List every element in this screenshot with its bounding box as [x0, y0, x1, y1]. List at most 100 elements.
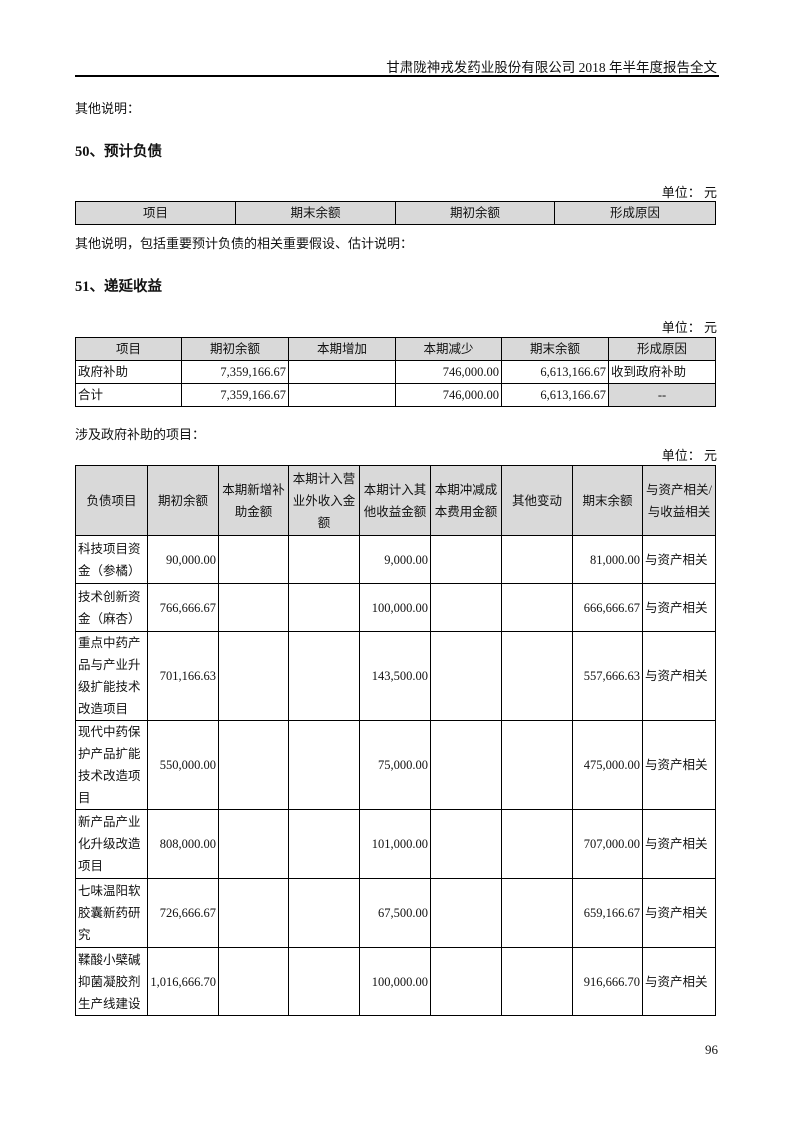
table-cell: 与资产相关 [642, 947, 716, 1016]
column-header: 本期增加 [288, 337, 396, 361]
column-header: 期末余额 [572, 465, 643, 536]
table-cell: 75,000.00 [359, 720, 431, 810]
table-cell [501, 947, 573, 1016]
grants-note: 涉及政府补助的项目： [75, 427, 206, 442]
table-cell: 与资产相关 [642, 720, 716, 810]
table-cell: 与资产相关 [642, 631, 716, 721]
table-cell: 1,016,666.70 [147, 947, 219, 1016]
table-row: 重点中药产品与产业升级扩能技术改造项目 701,166.63 143,500.00 5… [75, 631, 716, 721]
table-cell [288, 809, 360, 879]
header-divider [75, 75, 719, 77]
column-header: 本期冲减成本费用金额 [430, 465, 502, 536]
table-cell: 81,000.00 [572, 535, 643, 584]
table-cell [430, 535, 502, 584]
page-number: 96 [705, 1042, 718, 1057]
table-cell [288, 720, 360, 810]
table-cell: 政府补助 [75, 360, 182, 384]
table-cell: 新产品产业化升级改造项目 [75, 809, 148, 879]
table-cell: 916,666.70 [572, 947, 643, 1016]
table-cell: 101,000.00 [359, 809, 431, 879]
table-header-row: 项目 期初余额 本期增加 本期减少 期末余额 形成原因 [75, 337, 716, 361]
table-cell [288, 360, 396, 384]
table-cell: 707,000.00 [572, 809, 643, 879]
table-cell [501, 720, 573, 810]
table-cell [218, 809, 289, 879]
provisions-table: 项目 期末余额 期初余额 形成原因 [75, 201, 716, 225]
table-cell: -- [608, 383, 716, 407]
table-row: 现代中药保护产品扩能技术改造项目 550,000.00 75,000.00 475,0… [75, 720, 716, 810]
table-cell [288, 631, 360, 721]
table-cell [501, 631, 573, 721]
section-51-title: 51、递延收益 [75, 279, 162, 295]
column-header: 期末余额 [235, 201, 396, 225]
column-header: 本期计入营业外收入金额 [288, 465, 360, 536]
column-header: 形成原因 [608, 337, 716, 361]
table-row: 合计 7,359,166.67 746,000.00 6,613,166.67 -- [75, 383, 716, 407]
table-cell [501, 878, 573, 948]
table-cell [218, 631, 289, 721]
column-header: 本期计入其他收益金额 [359, 465, 431, 536]
table-cell [501, 535, 573, 584]
table-cell [218, 535, 289, 584]
column-header: 期初余额 [395, 201, 555, 225]
table-cell: 与资产相关 [642, 809, 716, 879]
table-cell: 现代中药保护产品扩能技术改造项目 [75, 720, 148, 810]
deferred-income-table: 项目 期初余额 本期增加 本期减少 期末余额 形成原因 政府补助 7,359,16… [75, 337, 716, 407]
unit-label: 单位： 元 [661, 185, 717, 200]
table-cell [218, 583, 289, 632]
table-cell: 与资产相关 [642, 583, 716, 632]
unit-label: 单位： 元 [661, 448, 717, 463]
column-header: 项目 [75, 337, 182, 361]
table-row: 科技项目资金（参橘） 90,000.00 9,000.00 81,000.00 与资产相… [75, 535, 716, 584]
table-row: 新产品产业化升级改造项目 808,000.00 101,000.00 707,000.… [75, 809, 716, 879]
table-cell: 666,666.67 [572, 583, 643, 632]
provisions-note: 其他说明，包括重要预计负债的相关重要假设、估计说明： [75, 236, 414, 251]
table-cell: 726,666.67 [147, 878, 219, 948]
table-cell: 659,166.67 [572, 878, 643, 948]
table-header-row: 负债项目 期初余额 本期新增补助金额 本期计入营业外收入金额 本期计入其他收益金额 本期冲… [75, 465, 716, 536]
table-cell [288, 947, 360, 1016]
government-grants-table: 负债项目 期初余额 本期新增补助金额 本期计入营业外收入金额 本期计入其他收益金额 本期冲… [75, 465, 716, 1016]
table-cell: 科技项目资金（参橘） [75, 535, 148, 584]
table-cell: 143,500.00 [359, 631, 431, 721]
table-row: 技术创新资金（麻杏） 766,666.67 100,000.00 666,666.67… [75, 583, 716, 632]
table-cell: 550,000.00 [147, 720, 219, 810]
column-header: 本期减少 [395, 337, 502, 361]
page-header: 甘肃陇神戎发药业股份有限公司 2018 年半年度报告全文 [386, 60, 717, 75]
table-row: 七味温阳软胶囊新药研究 726,666.67 67,500.00 659,166.67… [75, 878, 716, 948]
table-cell: 七味温阳软胶囊新药研究 [75, 878, 148, 948]
table-cell: 7,359,166.67 [181, 383, 289, 407]
table-cell: 475,000.00 [572, 720, 643, 810]
table-cell: 合计 [75, 383, 182, 407]
table-cell: 与资产相关 [642, 535, 716, 584]
table-cell [288, 535, 360, 584]
table-cell [501, 809, 573, 879]
table-cell: 808,000.00 [147, 809, 219, 879]
table-cell [218, 878, 289, 948]
table-header-row: 项目 期末余额 期初余额 形成原因 [75, 201, 716, 225]
table-cell: 与资产相关 [642, 878, 716, 948]
column-header: 负债项目 [75, 465, 148, 536]
table-cell [430, 947, 502, 1016]
table-cell: 技术创新资金（麻杏） [75, 583, 148, 632]
table-cell [218, 947, 289, 1016]
table-cell: 100,000.00 [359, 583, 431, 632]
column-header: 期初余额 [181, 337, 289, 361]
table-cell: 6,613,166.67 [501, 360, 609, 384]
table-cell: 557,666.63 [572, 631, 643, 721]
table-cell: 重点中药产品与产业升级扩能技术改造项目 [75, 631, 148, 721]
table-cell: 100,000.00 [359, 947, 431, 1016]
table-cell: 6,613,166.67 [501, 383, 609, 407]
table-cell [288, 383, 396, 407]
table-cell [288, 583, 360, 632]
column-header: 本期新增补助金额 [218, 465, 289, 536]
table-cell: 746,000.00 [395, 360, 502, 384]
table-cell [430, 878, 502, 948]
table-cell: 67,500.00 [359, 878, 431, 948]
column-header: 形成原因 [554, 201, 716, 225]
table-cell [430, 720, 502, 810]
unit-label: 单位： 元 [661, 320, 717, 335]
table-cell [430, 631, 502, 721]
column-header: 其他变动 [501, 465, 573, 536]
